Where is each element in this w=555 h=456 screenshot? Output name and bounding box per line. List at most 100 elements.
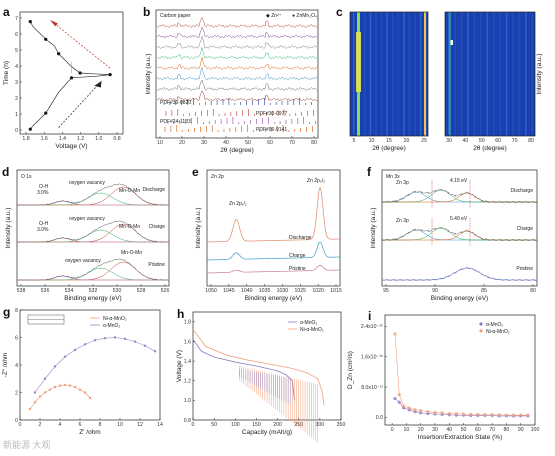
panel-c-map-streak [392, 12, 394, 136]
panel-h-x-tick-label: 100 [231, 422, 240, 428]
panel-f-data-point [527, 279, 529, 281]
panel-b-ref-label: PDF#30-0820 [160, 100, 191, 106]
panel-f-data-point [480, 237, 483, 240]
panel-i-point [426, 410, 430, 414]
panel-b-x-tick-label: 20 [179, 140, 185, 146]
panel-g-point [123, 337, 127, 341]
panel-e-frame [206, 169, 341, 287]
panel-d-ann: 3.0% [37, 190, 49, 196]
panel-a-x-tick-label: 1.2 [77, 136, 84, 142]
panel-a-xlabel: Voltage (V) [55, 143, 87, 150]
panel-h-x-tick-label: 300 [316, 422, 325, 428]
panel-c-x-tick-label: 50 [479, 138, 485, 144]
panel-e-x-tick-label: 1025 [295, 288, 307, 294]
panel-g-point [78, 388, 82, 391]
panel-g-point [68, 384, 72, 387]
panel-label-c: c [336, 5, 343, 19]
panel-g-point [38, 395, 42, 398]
panel-c-x-tick-label: 40 [463, 138, 469, 144]
panel-f-data-point [461, 268, 463, 270]
panel-g-ylabel: -Z″ /ohm [2, 353, 9, 378]
panel-f-data-point [454, 195, 456, 197]
panel-f-data-point [441, 227, 443, 229]
panel-c-x-tick-label: 5 [353, 138, 356, 144]
panel-d-fit-component [17, 267, 169, 281]
panel-d-ann: Mn-O-Mn [119, 188, 140, 194]
panel-g-point [83, 391, 87, 394]
panel-i-series [394, 333, 528, 416]
panel-g-y-tick-label: 8 [15, 308, 18, 314]
watermark: 新能源 大观 [3, 440, 51, 450]
panel-f-data-point [427, 192, 430, 194]
panel-h-x-tick-label: 250 [294, 422, 303, 428]
panel-b-x-tick-label: 40 [223, 140, 229, 146]
panel-f-data-point [520, 201, 523, 203]
panel-f-data-point [514, 239, 516, 241]
panel-f-data-point [434, 190, 436, 192]
panel-g-point [73, 385, 77, 389]
panel-c-map-streak [375, 12, 377, 136]
panel-f-data-point [387, 201, 390, 203]
panel-c-map-streak [419, 12, 422, 136]
panel-a-charge-arrow [49, 19, 111, 69]
panel-f-data-point [507, 201, 509, 203]
panel-f-data-point [487, 276, 489, 279]
panel-f-data-point [487, 239, 489, 241]
panel-f-data [381, 188, 538, 203]
panel-e-element: Zn 2p [211, 174, 224, 180]
panel-i-xlabel: Insertion/Extraction State (%) [418, 434, 503, 441]
panel-i-x-tick-label: 50 [461, 427, 467, 433]
panel-d-ann: oxygen vacancy [69, 216, 105, 222]
panel-a-x-tick-label: 1.8 [22, 136, 29, 142]
panel-a-x-tick-label: 1.6 [41, 136, 48, 142]
panel-i-point [447, 412, 451, 416]
panel-b-x-tick-label: 50 [245, 140, 251, 146]
panel-i-point [476, 412, 480, 416]
panel-b-trace [156, 90, 318, 102]
panel-d-x-tick-label: 532 [89, 288, 98, 294]
panel-f-x-tick-label: 85 [481, 288, 487, 294]
panel-f-data-point [387, 239, 390, 241]
panel-b-trace [156, 35, 318, 49]
panel-i-x-tick-label: 90 [518, 427, 524, 433]
panel-a-point [28, 127, 32, 131]
panel-d-state: Pristine [148, 262, 165, 268]
panel-g-x-tick-label: 0 [19, 422, 22, 428]
panel-f-data-point [534, 201, 536, 204]
panel-c-map-streak [531, 12, 534, 136]
panel-g-series [34, 337, 156, 393]
panel-i-point [413, 408, 417, 412]
panel-g-x-tick-label: 6 [79, 422, 82, 428]
panel-g-point [53, 385, 57, 389]
panel-d-ann: Mn-O-Mn [121, 250, 142, 256]
panel-e-trace [206, 264, 341, 274]
panel-g-point [58, 384, 62, 387]
panel-d-ann: oxygen vacancy [69, 180, 105, 186]
panel-d-data [16, 258, 170, 281]
panel-d-state: Charge [149, 224, 166, 230]
panel-a-y-tick-label: 5 [15, 48, 18, 54]
panel-f-ann: Zn 3p [396, 218, 409, 224]
panel-i-legend-swatch [479, 329, 483, 333]
panel-label-f: f [367, 165, 372, 179]
panel-g-x-tick-label: 14 [157, 422, 163, 428]
panel-e-x-tick-label: 1015 [330, 288, 342, 294]
panel-g-y-tick-label: 2 [15, 390, 18, 396]
panel-d-xlabel: Binding energy (eV) [64, 295, 121, 302]
panel-i-x-tick-label: 30 [432, 427, 438, 433]
panel-f-data-point [487, 201, 489, 203]
panel-f-ylabel: Intensity (a.u.) [370, 207, 377, 248]
panel-c-map-frame [444, 11, 536, 137]
panel-f-data-point [461, 231, 463, 233]
panel-i-y-tick-label: 8.0x10⁻¹¹ [361, 385, 383, 391]
panel-a-y-tick-label: 2 [15, 96, 18, 102]
panel-c-x-tick-label: 30 [446, 138, 452, 144]
panel-i-y-tick-label: 0.0 [376, 415, 383, 421]
panel-a-ylabel: Time (h) [3, 61, 10, 85]
panel-b-ref-label: PDF#96-9141 [256, 127, 287, 133]
panel-f-data-point [447, 192, 450, 194]
panel-f-data-point [474, 269, 476, 272]
panel-c-x-tick-label: 15 [386, 138, 392, 144]
panel-i-point [461, 412, 466, 416]
panel-b-legend-znmn: ● ZnMn₂O₄ [292, 13, 317, 19]
